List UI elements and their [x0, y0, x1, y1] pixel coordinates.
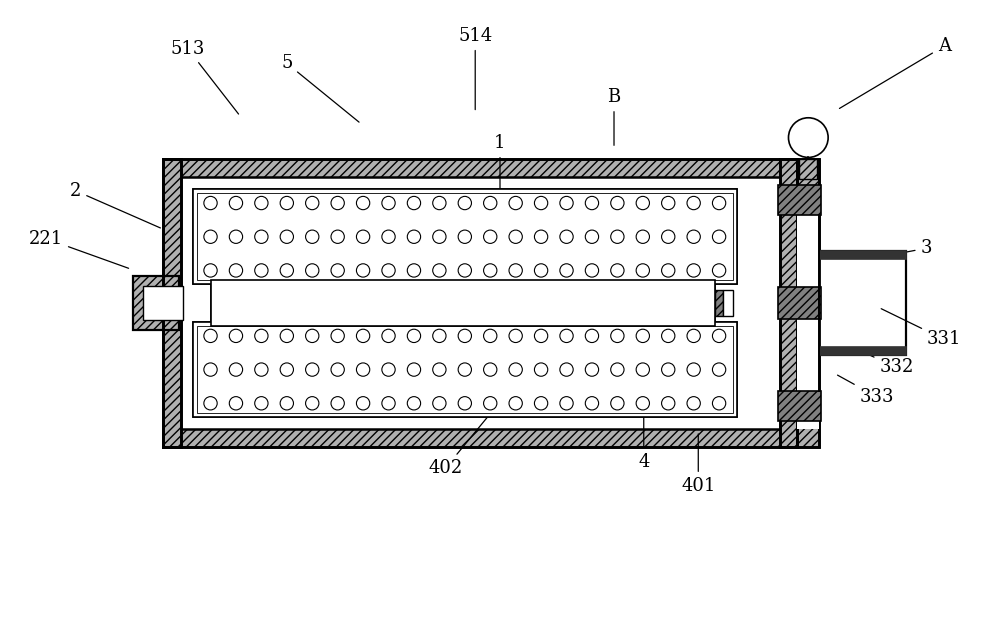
Bar: [193, 322, 737, 417]
Bar: [193, 322, 737, 417]
Bar: [778, 185, 821, 215]
Bar: [163, 159, 181, 447]
Bar: [197, 193, 733, 280]
Text: 221: 221: [29, 230, 129, 268]
Bar: [797, 159, 819, 447]
Bar: [163, 159, 797, 177]
Bar: [211, 280, 715, 326]
Text: 331: 331: [881, 309, 961, 349]
Bar: [799, 159, 817, 179]
Bar: [163, 159, 181, 447]
Text: B: B: [607, 88, 621, 145]
Bar: [163, 159, 797, 447]
Circle shape: [788, 118, 828, 158]
Text: 5: 5: [281, 55, 359, 122]
Text: 2: 2: [70, 182, 160, 228]
Text: 3: 3: [879, 239, 932, 257]
Bar: [780, 159, 797, 447]
Bar: [797, 319, 819, 392]
Bar: [197, 326, 733, 413]
Bar: [780, 159, 797, 447]
Bar: [797, 159, 819, 447]
Text: 333: 333: [838, 375, 894, 406]
Bar: [143, 286, 183, 320]
Bar: [193, 189, 737, 284]
Text: 513: 513: [171, 40, 239, 114]
Text: A: A: [839, 37, 951, 109]
Text: 332: 332: [854, 348, 914, 376]
Bar: [197, 193, 733, 280]
Bar: [778, 392, 821, 421]
Bar: [211, 280, 715, 326]
Bar: [181, 177, 740, 429]
Bar: [715, 290, 723, 316]
Text: 402: 402: [428, 416, 488, 477]
Text: 514: 514: [458, 27, 492, 110]
Bar: [133, 276, 179, 330]
Bar: [797, 215, 819, 429]
Bar: [778, 287, 821, 319]
Bar: [819, 251, 906, 259]
Text: 1: 1: [494, 134, 506, 188]
Bar: [163, 429, 797, 447]
Bar: [197, 326, 733, 413]
Bar: [193, 189, 737, 284]
Bar: [723, 290, 733, 316]
Bar: [819, 251, 906, 355]
Bar: [819, 347, 906, 355]
Text: 401: 401: [681, 434, 715, 495]
Text: 4: 4: [638, 410, 649, 471]
